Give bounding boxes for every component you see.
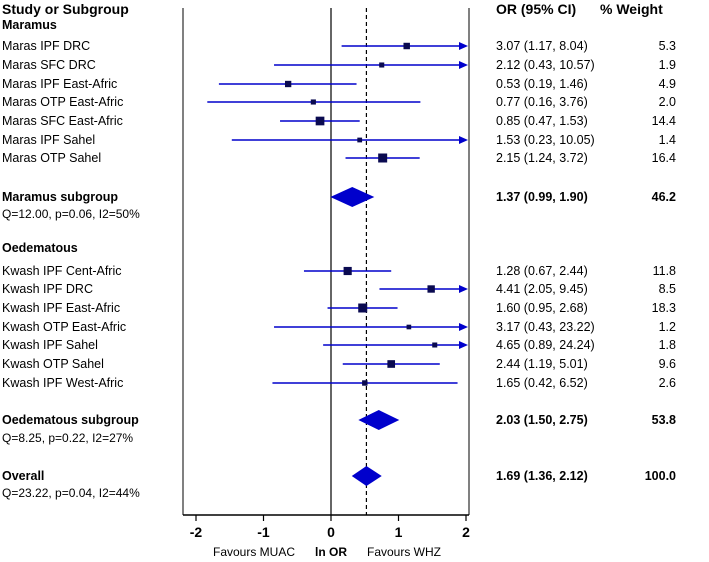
x-tick-label: 2 [462,524,470,540]
study-label: Maras OTP Sahel [2,151,101,165]
study-label: Maras IPF DRC [2,39,90,53]
axis-title: ln OR [315,545,347,559]
study-or-ci: 2.15 (1.24, 3.72) [496,151,588,165]
overall-diamond [351,466,382,486]
study-weight: 1.4 [659,133,676,147]
study-weight: 1.8 [659,338,676,352]
study-label: Kwash IPF Cent-Afric [2,264,121,278]
header-study: Study or Subgroup [2,1,129,17]
x-tick-label: 0 [327,524,335,540]
study-weight: 8.5 [659,282,676,296]
point-estimate-square [403,42,410,50]
study-or-ci: 2.12 (0.43, 10.57) [496,58,595,72]
overall-weight: 100.0 [645,469,676,483]
subgroup-or-ci: 1.37 (0.99, 1.90) [496,190,588,204]
study-or-ci: 0.77 (0.16, 3.76) [496,95,588,109]
ci-arrow [459,61,468,69]
point-estimate-square [310,99,316,105]
study-weight: 2.6 [659,376,676,390]
study-weight: 18.3 [652,301,676,315]
study-or-ci: 3.17 (0.43, 23.22) [496,320,595,334]
study-or-ci: 1.53 (0.23, 10.05) [496,133,595,147]
study-or-ci: 2.44 (1.19, 5.01) [496,357,588,371]
overall-label: Overall [2,469,44,483]
study-weight: 1.9 [659,58,676,72]
ci-arrow [459,323,468,331]
subgroup-diamond [358,410,400,430]
subgroup-label: Maramus subgroup [2,190,118,204]
study-or-ci: 1.60 (0.95, 2.68) [496,301,588,315]
study-or-ci: 1.65 (0.42, 6.52) [496,376,588,390]
study-or-ci: 0.85 (0.47, 1.53) [496,114,588,128]
group-heading: Maramus [2,18,57,32]
point-estimate-square [358,303,368,313]
x-tick-label: -2 [190,524,203,540]
study-or-ci: 4.65 (0.89, 24.24) [496,338,595,352]
study-label: Maras OTP East-Afric [2,95,123,109]
point-estimate-square [315,116,325,126]
group-heading: Oedematous [2,241,78,255]
study-label: Maras SFC East-Afric [2,114,123,128]
x-tick-label: -1 [257,524,270,540]
heterogeneity-stats: Q=8.25, p=0.22, I2=27% [2,431,133,445]
ci-arrow [459,341,468,349]
overall-or-ci: 1.69 (1.36, 2.12) [496,469,588,483]
ci-arrow [459,42,468,50]
point-estimate-square [378,153,388,163]
study-or-ci: 4.41 (2.05, 9.45) [496,282,588,296]
study-or-ci: 0.53 (0.19, 1.46) [496,77,588,91]
header-weight: % Weight [600,1,663,17]
study-or-ci: 3.07 (1.17, 8.04) [496,39,588,53]
point-estimate-square [343,266,352,276]
study-weight: 16.4 [652,151,676,165]
study-label: Kwash IPF Sahel [2,338,98,352]
study-label: Kwash IPF DRC [2,282,93,296]
study-weight: 2.0 [659,95,676,109]
point-estimate-square [406,324,412,330]
study-weight: 14.4 [652,114,676,128]
point-estimate-square [387,360,396,368]
study-or-ci: 1.28 (0.67, 2.44) [496,264,588,278]
study-weight: 1.2 [659,320,676,334]
study-label: Maras IPF East-Afric [2,77,117,91]
study-weight: 9.6 [659,357,676,371]
study-label: Maras IPF Sahel [2,133,95,147]
point-estimate-square [432,342,438,348]
study-label: Kwash IPF West-Afric [2,376,123,390]
ci-arrow [459,285,468,293]
point-estimate-square [284,80,292,88]
study-weight: 11.8 [653,264,676,278]
study-label: Kwash IPF East-Afric [2,301,120,315]
point-estimate-square [357,137,363,143]
point-estimate-square [379,62,385,68]
ci-arrow [459,136,468,144]
subgroup-label: Oedematous subgroup [2,413,139,427]
header-or-ci: OR (95% CI) [496,1,576,17]
axis-right-label: Favours WHZ [367,545,441,559]
subgroup-or-ci: 2.03 (1.50, 2.75) [496,413,588,427]
study-weight: 4.9 [659,77,676,91]
point-estimate-square [362,380,368,386]
heterogeneity-stats: Q=12.00, p=0.06, I2=50% [2,207,140,221]
x-tick-label: 1 [395,524,403,540]
study-label: Maras SFC DRC [2,58,96,72]
point-estimate-square [427,285,435,293]
overall-heterogeneity: Q=23.22, p=0.04, I2=44% [2,486,140,500]
axis-left-label: Favours MUAC [213,545,295,559]
subgroup-diamond [330,187,375,207]
study-label: Kwash OTP East-Afric [2,320,126,334]
subgroup-weight: 46.2 [652,190,676,204]
study-label: Kwash OTP Sahel [2,357,104,371]
study-weight: 5.3 [659,39,676,53]
subgroup-weight: 53.8 [652,413,676,427]
